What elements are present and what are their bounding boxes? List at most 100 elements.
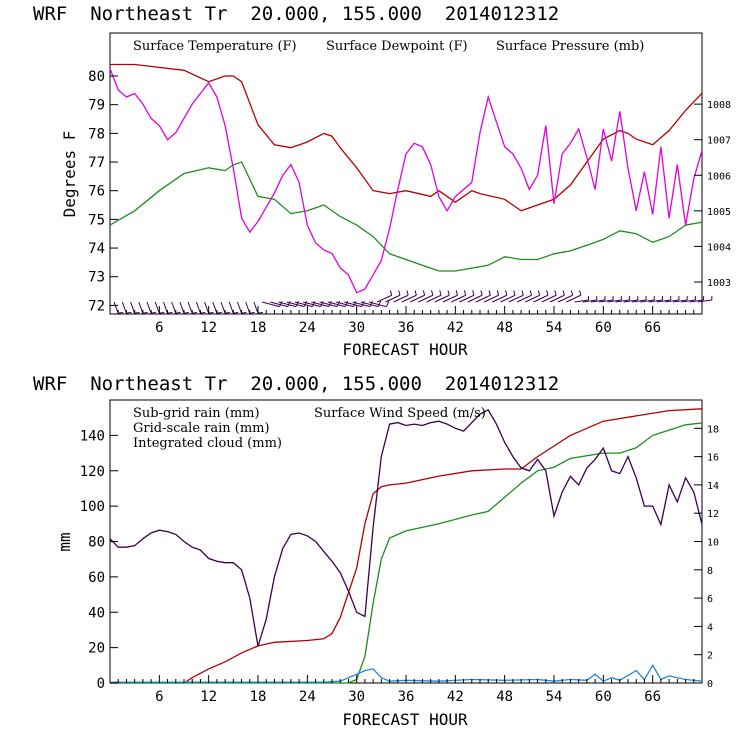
wind-barb — [253, 301, 259, 314]
wind-barb — [557, 294, 573, 303]
bottom-x-ticks: 6 12 18 24 30 36 42 48 54 60 66 — [117, 675, 695, 705]
wind-barb-flag — [529, 290, 532, 296]
x-tick-label: 60 — [595, 689, 612, 705]
wind-barb — [130, 301, 136, 314]
wind-barb — [681, 299, 696, 303]
series-line-surface-pressure — [109, 68, 703, 294]
wind-barb — [442, 294, 458, 303]
wind-barb — [582, 299, 597, 303]
wind-barb — [590, 299, 605, 303]
wind-barb-flag — [142, 311, 148, 314]
y-tick-label: 80 — [88, 69, 105, 85]
y-tick-label: 40 — [88, 605, 105, 621]
wind-barb-flag — [377, 301, 382, 307]
wind-barb — [360, 301, 379, 308]
wind-barb — [113, 301, 119, 314]
wind-barb — [154, 301, 160, 314]
x-tick-label: 60 — [595, 320, 612, 336]
y-tick-label: 0 — [97, 676, 105, 692]
wind-barb — [162, 301, 169, 314]
wind-barb-flag — [134, 311, 140, 314]
wind-barb-flag — [472, 290, 475, 296]
wind-barb — [418, 294, 434, 303]
wind-barb — [220, 301, 226, 314]
y2-tick-label: 18 — [707, 424, 719, 435]
wind-barb-flag — [118, 311, 124, 314]
series-line-surface-wind-speed — [109, 409, 703, 647]
wind-barb-flag — [389, 290, 393, 296]
x-tick-label: 54 — [546, 320, 563, 336]
wind-barb — [525, 294, 540, 303]
wind-barb — [656, 299, 671, 303]
wind-barb — [377, 294, 392, 303]
y-tick-label: 76 — [88, 184, 105, 200]
wind-barb — [426, 294, 442, 303]
wind-barb-flag — [579, 290, 582, 296]
wind-barb-flag — [447, 290, 450, 296]
wind-barb — [335, 301, 354, 308]
bottom-y2-ticks: 0 2 4 6 8 10 12 14 16 18 — [694, 424, 719, 690]
y2-tick-label: 10 — [707, 538, 719, 549]
x-tick-label: 36 — [398, 320, 415, 336]
wind-barb — [401, 294, 417, 303]
wind-barb — [236, 301, 243, 314]
x-tick-label: 24 — [299, 320, 316, 336]
series-line-surface-dewpoint — [109, 161, 703, 272]
wind-barb — [673, 299, 688, 303]
x-tick-label: 30 — [348, 320, 365, 336]
y-tick-label: 74 — [88, 241, 105, 257]
y-tick-label: 73 — [88, 270, 105, 286]
wind-barb — [434, 294, 450, 303]
wind-barb-flag — [398, 290, 401, 296]
wind-barb-flag — [183, 311, 190, 314]
wind-barb — [385, 294, 401, 303]
wind-barb-flag — [336, 301, 341, 307]
y-tick-label: 75 — [88, 212, 105, 228]
wind-barb-flag — [233, 311, 239, 314]
wind-barb-flag — [200, 311, 206, 314]
wind-barb-flag — [513, 290, 516, 296]
wind-barb — [541, 294, 557, 303]
y-tick-label: 78 — [88, 126, 105, 142]
wind-barb-flag — [554, 290, 557, 296]
wind-barb — [689, 299, 704, 303]
wind-barb-flag — [279, 301, 283, 307]
wind-barb — [615, 299, 630, 303]
wind-barb — [599, 299, 614, 303]
wind-barb — [171, 301, 177, 314]
y2-tick-label: 1007 — [707, 136, 731, 147]
legend-surface-wind-speed: Surface Wind Speed (m/s) — [314, 406, 486, 421]
x-tick-label: 12 — [200, 689, 217, 705]
wind-barb — [566, 294, 582, 303]
legend-surface-temperature: Surface Temperature (F) — [133, 39, 297, 54]
wind-barb — [278, 301, 297, 308]
wind-barb — [492, 294, 508, 303]
wind-barb-flag — [562, 290, 565, 296]
bottom-x-axis-label: FORECAST HOUR — [342, 710, 468, 729]
wind-barb — [574, 299, 589, 303]
y-tick-label: 120 — [80, 464, 105, 480]
wind-barb-flag — [414, 290, 417, 296]
wind-barb-flag — [216, 311, 222, 314]
wind-barb — [648, 299, 663, 303]
top-chart: WRF Northeast Tr 20.000, 155.000 2014012… — [33, 3, 731, 359]
y2-tick-label: 16 — [707, 453, 719, 464]
wind-barb-flag — [422, 290, 426, 296]
wind-barb — [121, 301, 127, 314]
wind-barb-flag — [570, 290, 574, 296]
x-tick-label: 66 — [644, 689, 661, 705]
wind-barb-flag — [328, 301, 332, 307]
wind-barb — [212, 301, 218, 314]
wind-barb — [146, 301, 152, 314]
wind-barb — [245, 301, 251, 314]
y-tick-label: 77 — [88, 155, 105, 171]
x-tick-label: 42 — [447, 320, 464, 336]
wind-barb-flag — [361, 301, 365, 307]
top-x-axis-label: FORECAST HOUR — [342, 340, 468, 359]
bottom-y-ticks: 0 20 40 60 80 100 120 140 — [80, 428, 118, 692]
top-plot-frame — [109, 32, 703, 315]
wind-barb — [623, 299, 638, 303]
x-tick-label: 66 — [644, 320, 661, 336]
bottom-y-axis-label: mm — [55, 532, 74, 551]
